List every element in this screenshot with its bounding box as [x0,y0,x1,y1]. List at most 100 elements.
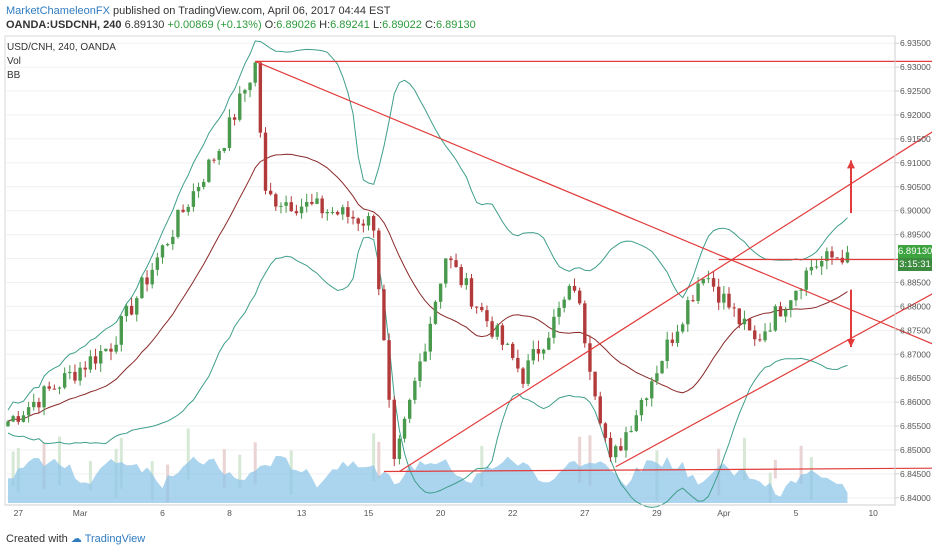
candle-body [577,290,582,304]
arrow-head-down [847,339,855,348]
close-value: 6.89130 [435,19,476,31]
candle-body [408,399,412,419]
candle-body [557,307,561,317]
candle-body [263,132,268,191]
candle-body [619,446,623,451]
price-tick-label: 6.91500 [900,134,931,144]
candle-body [624,432,628,451]
volume-spike [11,451,15,487]
candle-body [37,401,41,408]
volume-spike [742,437,746,481]
candle-body [42,386,46,408]
price-tick-label: 6.88500 [900,277,931,287]
candle-body [299,206,304,214]
legend-vol[interactable]: Vol [7,56,21,67]
volume-spike [186,428,190,480]
candle-body [279,205,283,207]
candle-body [789,300,793,310]
candle-body [145,277,149,285]
candle-body [660,361,664,374]
candle-body [480,307,484,311]
candle-body [835,257,839,259]
candle-body [768,330,772,332]
tradingview-logo[interactable]: ☁ TradingView [70,533,146,545]
time-tick-label: Mar [73,508,88,518]
volume-spike [480,446,484,487]
candle-body [315,198,319,204]
trendline-descending [254,60,932,345]
candle-body [495,325,499,337]
candle-body [57,387,62,389]
candle-body [665,339,669,362]
candle-body [655,373,659,382]
time-tick-label: 27 [580,508,590,518]
price-tick-label: 6.87500 [900,325,931,335]
author-link[interactable]: MarketChameleonFX [6,5,110,17]
candle-body [330,211,335,213]
volume-bars [8,428,848,503]
chart-legend: USD/CNH, 240, OANDA Vol BB [7,42,116,84]
low-label: L: [372,19,383,31]
candle-body [124,305,129,317]
candle-body [526,360,530,384]
candle-body [62,373,67,388]
price-change: +0.00869 (+0.13%) [167,19,262,31]
candle-body [454,260,458,267]
candle-body [335,211,340,215]
countdown-badge: 3:15:31 [898,258,932,272]
price-tick-label: 6.85000 [900,445,931,455]
candle-body [675,331,680,343]
price-tick-label: 6.86500 [900,373,931,383]
price-tick-label: 6.89500 [900,230,931,240]
candle-body [418,361,422,381]
candle-body [727,293,731,308]
published-text: published on TradingView.com, April 06, … [113,5,391,17]
candle-body [747,318,752,331]
candle-body [428,323,432,352]
time-tick-label: 8 [227,508,232,518]
candle-body [119,316,123,345]
arrow-head-up [847,160,855,169]
candle-body [212,159,216,161]
time-tick-label: 29 [652,508,662,518]
candle-body [165,244,170,246]
footer: Created with ☁ TradingView [0,528,932,550]
candle-body [155,257,160,270]
candle-body [371,216,376,231]
candle-body [567,285,572,300]
price-tick-label: 6.85500 [900,421,931,431]
legend-bb[interactable]: BB [7,70,21,81]
candle-body [78,367,82,381]
candle-body [701,278,705,284]
candle-body [711,278,716,287]
candle-body [253,62,257,83]
candle-body [691,300,695,302]
candle-body [377,230,381,290]
candle-body [469,278,474,307]
candle-body [773,306,778,331]
price-tick-label: 6.90000 [900,206,931,216]
candle-body [238,93,242,120]
time-axis[interactable]: 27 Mar 6 8 13 15 20 22 27 29 Apr 5 10 [5,504,895,518]
candle-body [232,117,237,120]
candle-body [809,267,814,271]
legend-title: USD/CNH, 240, OANDA [7,42,116,53]
last-price: 6.89130 [124,19,165,31]
candle-body [845,252,850,263]
bollinger-bands [7,40,848,508]
price-tick-label: 6.93500 [900,38,931,48]
candle-body [207,159,211,182]
candle-body [742,318,747,325]
candle-body [840,257,844,263]
price-tick-label: 6.91000 [900,158,931,168]
candle-body [583,303,587,344]
candles [6,61,850,467]
time-tick-label: 6 [160,508,165,518]
candle-body [500,325,505,345]
candle-body [536,349,541,354]
bb-upper [7,40,848,411]
candle-body [485,310,489,322]
candle-body [16,416,20,422]
candle-body [382,289,386,341]
